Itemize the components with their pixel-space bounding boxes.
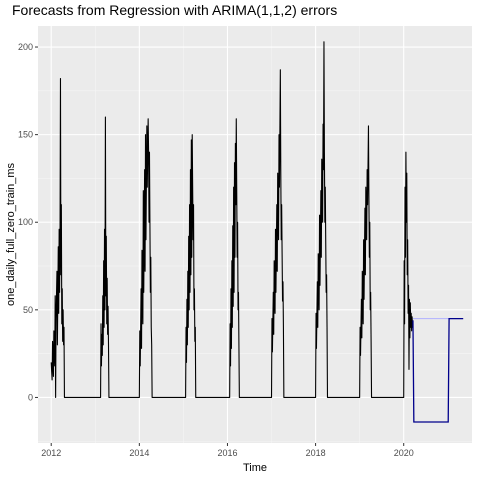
- series-line-forecast: [412, 317, 464, 423]
- chart-title: Forecasts from Regression with ARIMA(1,1…: [12, 2, 337, 18]
- x-axis-title: Time: [243, 462, 267, 474]
- plot-panel: [38, 26, 472, 443]
- minor-gridlines: [38, 26, 472, 443]
- y-tick-label: 200: [18, 42, 33, 52]
- y-tick-label: 50: [23, 305, 33, 315]
- x-axis: 2012 2014 2016 2018 2020: [41, 443, 414, 458]
- x-tick-label: 2014: [129, 448, 149, 458]
- x-tick-label: 2020: [394, 448, 414, 458]
- x-tick-label: 2016: [217, 448, 237, 458]
- series-line-history: [50, 41, 414, 398]
- y-axis: 0 50 100 150 200: [18, 42, 38, 402]
- y-tick-label: 0: [28, 392, 33, 402]
- y-tick-label: 100: [18, 217, 33, 227]
- y-axis-title: one_daily_full_zero_train_ms: [5, 162, 17, 306]
- x-tick-label: 2018: [306, 448, 326, 458]
- x-tick-label: 2012: [41, 448, 61, 458]
- series-layer: [50, 41, 464, 423]
- y-tick-label: 150: [18, 130, 33, 140]
